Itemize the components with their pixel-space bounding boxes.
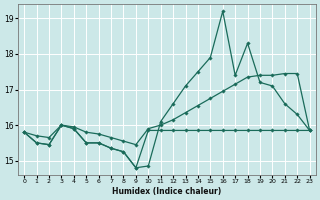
X-axis label: Humidex (Indice chaleur): Humidex (Indice chaleur) [112,187,221,196]
